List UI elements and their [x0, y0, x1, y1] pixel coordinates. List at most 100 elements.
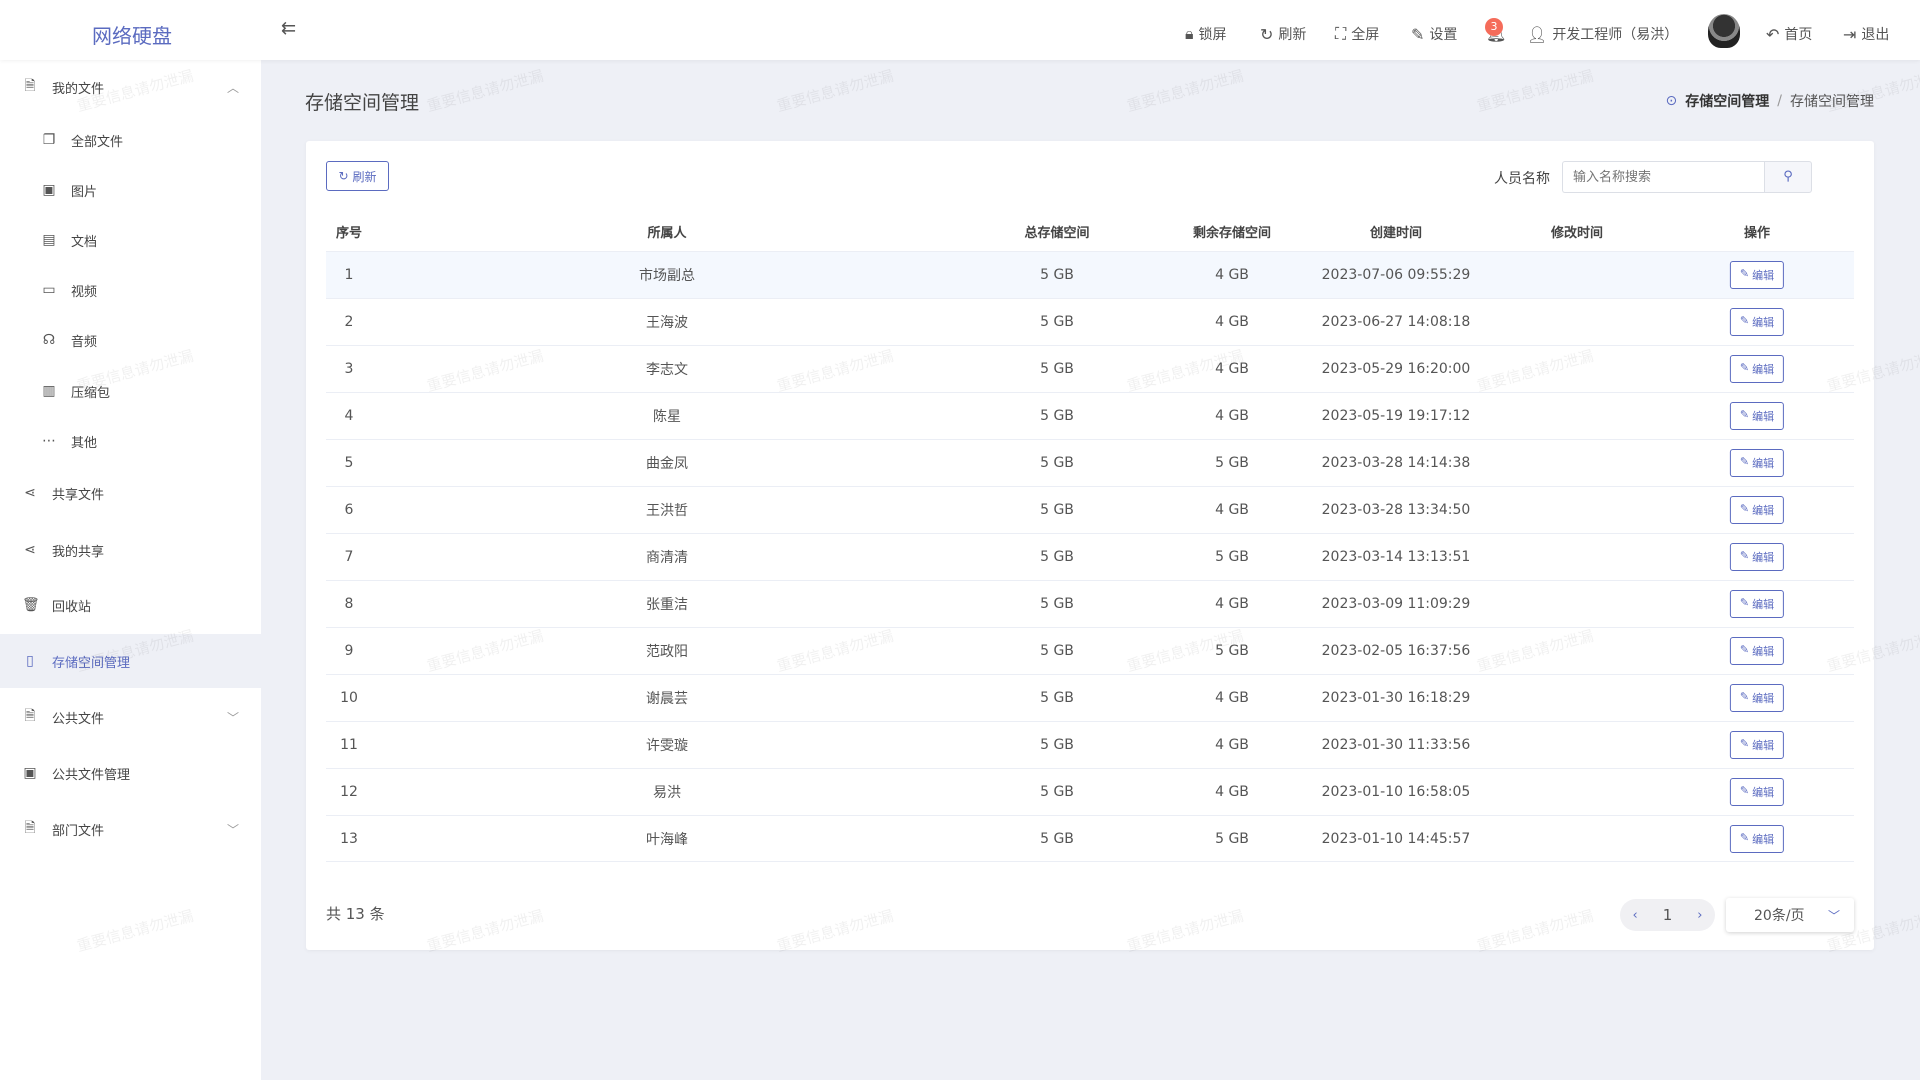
edit-button[interactable]: ✎ 编辑 [1729, 308, 1785, 336]
table-cell: 1 [344, 267, 354, 283]
edit-button[interactable]: ✎ 编辑 [1729, 449, 1785, 477]
settings-button[interactable]: ✎ 设置 [1411, 24, 1457, 44]
sidebar-item-label: 部门文件 [52, 823, 105, 839]
sidebar-item[interactable]: ▤ 文档 [0, 217, 261, 263]
table-cell: 7 [344, 549, 354, 565]
table-cell: 2 [344, 314, 354, 330]
lock-icon: 🔒︎ [1185, 24, 1194, 43]
table-cell: 范政阳 [646, 644, 688, 660]
sidebar-item[interactable]: 🗎 公共文件 ﹀ [0, 690, 261, 744]
sidebar-item[interactable]: ⋖ 共享文件 [0, 466, 261, 520]
sidebar-item[interactable]: ▣ 图片 [0, 167, 261, 213]
home-button[interactable]: ↶ 首页 [1766, 24, 1812, 44]
edit-button[interactable]: ✎ 编辑 [1729, 543, 1785, 571]
edit-button[interactable]: ✎ 编辑 [1729, 355, 1785, 383]
sidebar-item-label: 全部文件 [71, 134, 124, 150]
sidebar-item-label: 压缩包 [71, 385, 111, 401]
table-cell: 4 [344, 408, 354, 424]
sidebar-item[interactable]: 🗎 我的文件 ︿ [0, 60, 261, 114]
table-cell: 2023-03-09 11:09:29 [1321, 596, 1471, 612]
table-cell: 2023-01-10 16:58:05 [1321, 784, 1471, 800]
edit-button[interactable]: ✎ 编辑 [1729, 637, 1785, 665]
search-input[interactable] [1562, 161, 1764, 193]
file-icon: 🗎 [24, 78, 36, 94]
table-cell: 5 GB [1040, 502, 1074, 518]
table-cell: 5 GB [1040, 784, 1074, 800]
folder-icon: ▣ [23, 765, 37, 781]
breadcrumb-item[interactable]: 存储空间管理 [1685, 94, 1770, 110]
breadcrumb-separator: / [1777, 93, 1782, 109]
sidebar-item[interactable]: ☊ 音频 [0, 317, 261, 363]
prev-page-icon[interactable]: ‹ [1632, 907, 1638, 923]
table-row: 11 许雯璇 5 GB 4 GB 2023-01-30 11:33:56 ✎ 编辑 [326, 721, 1854, 768]
current-page[interactable]: 1 [1662, 906, 1673, 924]
edit-icon: ✎ [1739, 643, 1750, 656]
lock-screen-button[interactable]: 🔒︎ 锁屏 [1185, 24, 1227, 44]
breadcrumb-current: 存储空间管理 [1790, 94, 1874, 110]
edit-button[interactable]: ✎ 编辑 [1729, 261, 1785, 289]
table-row: 8 张重洁 5 GB 4 GB 2023-03-09 11:09:29 ✎ 编辑 [326, 580, 1854, 627]
sidebar-item[interactable]: ▥ 压缩包 [0, 368, 261, 414]
table-cell: 11 [340, 737, 358, 753]
user-icon: 👤︎ [1527, 24, 1548, 44]
table-cell: 5 GB [1040, 690, 1074, 706]
table-cell: 8 [344, 596, 354, 612]
sidebar-item[interactable]: ▣ 公共文件管理 [0, 746, 261, 800]
table-cell: 5 GB [1215, 643, 1249, 659]
edit-label: 编辑 [1752, 269, 1775, 282]
table-cell: 曲金凤 [646, 456, 688, 472]
sidebar-item[interactable]: ❐ 全部文件 [0, 117, 261, 163]
edit-button[interactable]: ✎ 编辑 [1729, 731, 1785, 759]
page-size-select[interactable]: 20条/页 ﹀ [1726, 898, 1854, 932]
logout-icon: ⇥ [1843, 24, 1857, 44]
table-cell: 4 GB [1215, 737, 1249, 753]
refresh-page-button[interactable]: ↻ 刷新 [1260, 24, 1306, 44]
sidebar-item[interactable]: ⋖ 我的共享 [0, 523, 261, 577]
refresh-button[interactable]: ↻ 刷新 [326, 161, 389, 191]
edit-button[interactable]: ✎ 编辑 [1729, 590, 1785, 618]
document-icon: ▤ [42, 232, 56, 248]
next-page-icon[interactable]: › [1697, 907, 1703, 923]
table-cell: 4 GB [1215, 596, 1249, 612]
chevron-up-icon[interactable]: ︿ [226, 80, 239, 95]
edit-button[interactable]: ✎ 编辑 [1729, 824, 1785, 853]
sidebar-item[interactable]: ⋯ 其他 [0, 418, 261, 464]
logout-button[interactable]: ⇥ 退出 [1843, 24, 1889, 44]
table-cell: 13 [340, 830, 358, 847]
notification-badge: 3 [1485, 18, 1503, 36]
sidebar-item[interactable]: 🗎 部门文件 ﹀ [0, 802, 261, 856]
search-button[interactable]: ⚲ [1764, 161, 1812, 193]
watermark: 重要信息请勿泄漏 [1474, 66, 1596, 116]
table-cell: 2023-05-29 16:20:00 [1321, 361, 1471, 377]
fullscreen-button[interactable]: ⛶ 全屏 [1335, 24, 1379, 44]
table-cell: 2023-03-28 14:14:38 [1321, 455, 1471, 471]
sidebar-item[interactable]: ▯ 存储空间管理 [0, 634, 261, 688]
sidebar-item[interactable]: 🗑︎ 回收站 [0, 578, 261, 632]
table-cell: 5 GB [1040, 830, 1074, 847]
edit-button[interactable]: ✎ 编辑 [1729, 402, 1785, 430]
table-row: 9 范政阳 5 GB 5 GB 2023-02-05 16:37:56 ✎ 编辑 [326, 627, 1854, 674]
refresh-icon: ↻ [1260, 24, 1274, 44]
edit-button[interactable]: ✎ 编辑 [1729, 778, 1785, 806]
collapse-sidebar-icon[interactable]: ⇇ [281, 18, 297, 39]
table-cell: 4 GB [1215, 314, 1249, 330]
edit-icon: ✎ [1739, 314, 1750, 327]
table-cell: 5 [344, 455, 354, 471]
sidebar-item[interactable]: ▭ 视频 [0, 267, 261, 313]
table-cell: 4 GB [1215, 408, 1249, 424]
chevron-down-icon[interactable]: ﹀ [226, 822, 239, 837]
column-header: 创建时间 [1369, 225, 1423, 241]
storage-table: 序号 所属人 总存储空间 剩余存储空间 创建时间 修改时间 操作 1 市场副总 5 GB 4 GB… [326, 211, 1854, 862]
refresh-label: 刷新 [1278, 27, 1307, 43]
table-cell: 4 GB [1215, 502, 1249, 518]
edit-button[interactable]: ✎ 编辑 [1729, 496, 1785, 524]
user-menu[interactable]: 👤︎ 开发工程师（易洪） [1527, 24, 1678, 44]
edit-button[interactable]: ✎ 编辑 [1729, 684, 1785, 712]
table-cell: 市场副总 [639, 268, 695, 284]
sidebar-item-label: 音频 [71, 334, 98, 350]
table-cell: 5 GB [1040, 267, 1074, 283]
avatar[interactable] [1708, 14, 1740, 48]
chevron-down-icon[interactable]: ﹀ [226, 710, 239, 725]
table-cell: 商清清 [646, 550, 688, 566]
table-cell: 2023-06-27 14:08:18 [1321, 314, 1471, 330]
